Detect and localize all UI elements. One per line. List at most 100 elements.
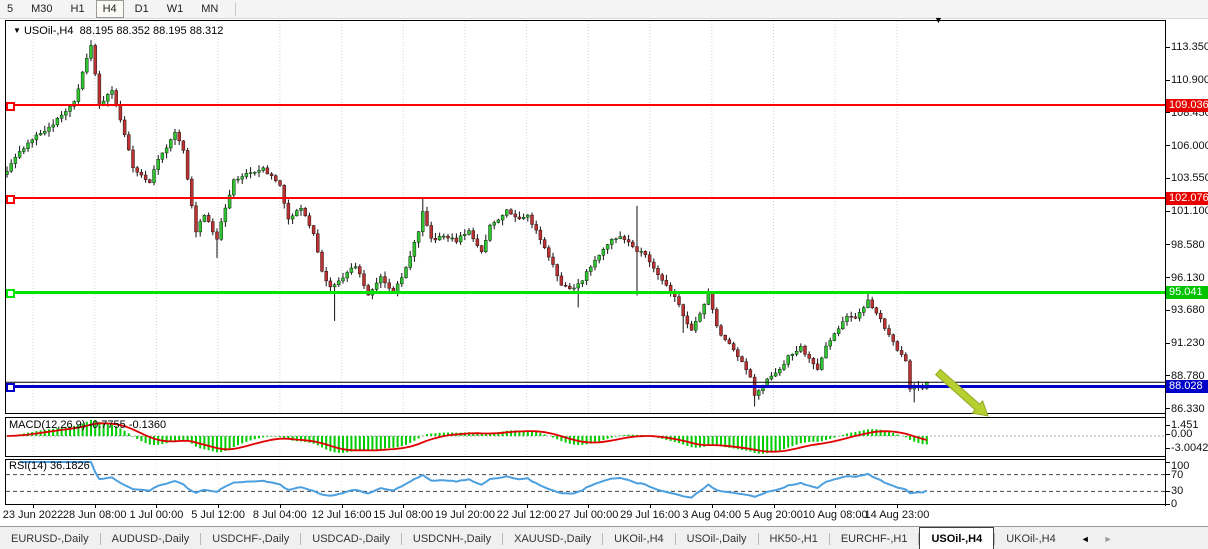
candle-body [618, 236, 622, 239]
candle-body [177, 132, 181, 142]
tab-usdchf-daily[interactable]: USDCHF-,Daily [212, 532, 290, 545]
tab-ukoil-h4[interactable]: UKOil-,H4 [614, 532, 664, 545]
candle-body [433, 238, 438, 241]
candle-body [59, 114, 64, 119]
candle-body [647, 254, 652, 263]
candle-body [593, 259, 597, 268]
timeframe-button-h1[interactable]: H1 [70, 3, 85, 15]
timeframe-button-h4[interactable]: H4 [95, 0, 124, 18]
candle-body [870, 299, 874, 308]
candle-body [689, 323, 694, 331]
candle-body [479, 245, 484, 252]
time-axis-tick [464, 505, 466, 508]
tab-eurusd-daily[interactable]: EURUSD-,Daily [11, 532, 89, 545]
candle-body [345, 272, 349, 279]
candle-body [311, 225, 316, 234]
timeframe-button-5[interactable]: 5 [7, 3, 14, 15]
timeframe-button-m30[interactable]: M30 [31, 3, 53, 15]
rsi-axis-tick [1166, 461, 1170, 463]
line-anchor-handle[interactable] [6, 289, 15, 298]
price-tag-95-041: 95.041 [1166, 285, 1208, 299]
price-axis-line [1165, 20, 1166, 506]
tab-usdcnh-daily[interactable]: USDCNH-,Daily [412, 532, 492, 545]
price-axis-label: 96.130 [1171, 271, 1205, 284]
tab-ukoil-h4[interactable]: UKOil-,H4 [1006, 532, 1056, 545]
candle-body [496, 219, 501, 223]
candle-body [467, 230, 471, 235]
candle-body [143, 174, 148, 180]
candle-body [425, 211, 429, 226]
tab-usdcad-daily[interactable]: USDCAD-,Daily [312, 532, 390, 545]
timeframe-button-w1[interactable]: W1 [166, 3, 184, 15]
candle-body [38, 133, 43, 136]
candle-body [127, 134, 131, 151]
horizontal-level-line-95-041[interactable] [6, 291, 1165, 294]
candle-body [639, 251, 643, 253]
price-chart-panel[interactable] [5, 20, 1166, 414]
macd-axis-label: 0.00 [1171, 428, 1193, 440]
timeframe-button-d1[interactable]: D1 [134, 3, 149, 15]
candle-body [626, 239, 631, 243]
chevron-down-icon[interactable]: ▼ [13, 26, 21, 35]
macd-indicator-panel[interactable] [5, 417, 1166, 457]
candle-body [799, 346, 803, 352]
tab-xauusd-daily[interactable]: XAUUSD-,Daily [514, 532, 592, 545]
rsi-indicator-panel[interactable] [5, 459, 1166, 505]
candle-body [412, 242, 417, 257]
candle-body [404, 267, 408, 278]
candle-body [223, 207, 228, 223]
macd-axis-tick [1166, 424, 1170, 426]
rsi-plot [6, 460, 1165, 504]
tab-audusd-daily[interactable]: AUDUSD-,Daily [111, 532, 190, 545]
price-axis-tick [1166, 342, 1170, 344]
candle-body [454, 237, 459, 243]
line-anchor-handle[interactable] [6, 195, 15, 204]
candle-body [64, 111, 68, 116]
candle-body [202, 215, 207, 222]
candle-body [265, 167, 270, 175]
candle-body [156, 159, 160, 170]
tab-usoil-daily[interactable]: USOil-,Daily [686, 532, 747, 545]
time-axis-tick [279, 505, 281, 508]
price-tag-88-028: 88.028 [1166, 379, 1208, 393]
candle-body [253, 172, 257, 174]
tab-separator [757, 532, 759, 545]
candle-body [240, 176, 244, 180]
candle-body [731, 343, 736, 350]
time-axis-label: 29 Jul 16:00 [620, 509, 681, 521]
horizontal-level-line-109-036[interactable] [6, 104, 1165, 106]
candle-body [366, 285, 370, 296]
symbol-tab-bar: EURUSD-,Daily AUDUSD-,Daily USDCHF-,Daily U… [0, 526, 1208, 549]
candle-body [555, 264, 559, 277]
price-axis-label: 93.680 [1171, 304, 1205, 317]
tab-eurchf-h1[interactable]: EURCHF-,H1 [840, 532, 908, 545]
line-anchor-handle[interactable] [6, 383, 15, 392]
rsi-axis-label: 70 [1171, 468, 1184, 481]
tab-separator [918, 532, 920, 545]
tab-scroll-right-icon[interactable]: ► [1103, 533, 1113, 544]
candle-body [450, 237, 454, 240]
candle-body [820, 357, 824, 370]
time-axis-label: 12 Jul 16:00 [311, 509, 372, 521]
tab-usoil-h4-active[interactable]: USOil-,H4 [919, 527, 995, 549]
chart-shift-marker-icon[interactable]: ▼ [934, 15, 943, 25]
candle-body [857, 312, 862, 319]
time-axis-label: 14 Aug 23:00 [864, 509, 930, 521]
line-anchor-handle[interactable] [6, 102, 15, 111]
candle-body [290, 215, 295, 220]
candle-body [899, 350, 904, 355]
horizontal-level-line-102-076[interactable] [6, 197, 1165, 199]
price-axis-tick [1166, 46, 1170, 48]
timeframe-button-mn[interactable]: MN [201, 3, 219, 15]
candle-body [206, 215, 211, 222]
candle-body [727, 339, 732, 344]
candle-body [89, 45, 93, 59]
tab-separator [674, 532, 676, 545]
candle-body [664, 280, 669, 286]
candle-body [887, 328, 891, 335]
tab-hk50-h1[interactable]: HK50-,H1 [769, 532, 818, 545]
horizontal-level-line-88-028[interactable] [6, 385, 1165, 388]
candle-body [794, 351, 799, 355]
candle-body [22, 148, 26, 152]
tab-scroll-left-icon[interactable]: ◄ [1080, 533, 1090, 544]
